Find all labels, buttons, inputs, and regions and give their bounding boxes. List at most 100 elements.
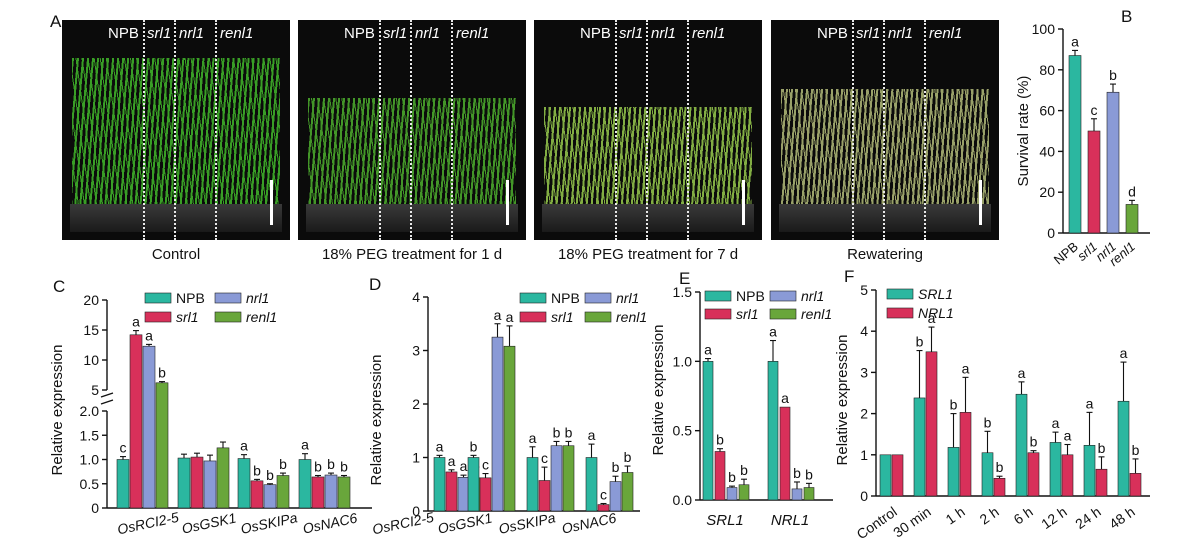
bar-NPB-OsNAC6 — [585, 457, 598, 512]
bar-nrl1-OsGSK1 — [491, 336, 504, 512]
bar-NPB — [1068, 55, 1082, 234]
significance-letter: a — [460, 458, 468, 474]
bar-nrl1-NRL1 — [791, 488, 803, 501]
bar-nrl1-OsRCI2-5 — [457, 476, 470, 512]
legend-srl1-swatch — [144, 311, 172, 323]
plant-tray — [779, 204, 991, 232]
legend-npb-label: NPB — [736, 288, 765, 304]
significance-letter: a — [494, 307, 502, 323]
genotype-label-srl1: srl1 — [619, 25, 644, 42]
y-tick-label: 0 — [1047, 225, 1055, 241]
bar-NPB-OsGSK1 — [177, 457, 191, 509]
x-tick-label-OsRCI2-5: OsRCI2-5 — [371, 509, 435, 538]
bar-nrl1-OsGSK1 — [203, 460, 217, 509]
genotype-label-NPB: NPB — [108, 25, 139, 42]
significance-letter: b — [279, 456, 287, 472]
x-tick-label-SRL1: SRL1 — [706, 512, 744, 529]
significance-letter: a — [301, 437, 309, 453]
significance-letter: b — [793, 465, 801, 481]
bar-renl1-OsSKIPa — [276, 475, 290, 509]
y-tick-label: 0 — [91, 500, 99, 516]
genotype-divider — [615, 20, 617, 240]
bar-nrl1-OsNAC6 — [609, 481, 622, 512]
significance-letter: a — [1086, 395, 1094, 411]
y-tick-label: 4 — [412, 289, 420, 305]
photo-caption: Control — [151, 246, 201, 263]
bar-NRL1-2 h — [993, 477, 1006, 497]
rice-plants — [308, 98, 516, 206]
legend-srl1-swatch — [519, 311, 547, 323]
panel-label-c: C — [53, 277, 65, 296]
bar-NPB-OsGSK1 — [467, 457, 480, 512]
significance-letter: c — [482, 457, 489, 473]
y-tick-label: 1.5 — [80, 427, 100, 443]
x-tick-label-OsGSK1: OsGSK1 — [436, 510, 493, 537]
bar-NRL1-Control — [891, 454, 904, 497]
significance-letter: b — [716, 432, 724, 448]
bar-renl1 — [1125, 204, 1139, 234]
bar-renl1-SRL1 — [738, 484, 750, 501]
bar-SRL1-24 h — [1083, 445, 1096, 497]
x-tick-label-30 min: 30 min — [890, 503, 934, 540]
bar-nrl1 — [1106, 91, 1120, 234]
significance-letter: b — [1109, 67, 1117, 83]
bar-NPB-OsNAC6 — [298, 459, 312, 509]
bar-SRL1-6 h — [1015, 393, 1028, 497]
bar-NRL1-1 h — [959, 412, 972, 497]
significance-letter: b — [950, 397, 958, 413]
legend-srl1-label: SRL1 — [918, 286, 953, 302]
genotype-label-srl1: srl1 — [383, 25, 408, 42]
significance-letter: b — [340, 459, 348, 475]
genotype-label-renl1: renl1 — [692, 25, 726, 42]
bar-NPB-SRL1 — [702, 361, 714, 501]
y-tick-label: 5 — [91, 382, 99, 398]
axis-break-mark — [100, 392, 114, 398]
x-tick-label-OsSKIPa: OsSKIPa — [497, 509, 557, 537]
y-tick-label: 0 — [412, 503, 420, 519]
y-axis-title: Relative expression — [368, 355, 385, 486]
significance-letter: b — [314, 459, 322, 475]
significance-letter: b — [984, 414, 992, 430]
y-tick-label: 3 — [860, 364, 868, 380]
genotype-label-renl1: renl1 — [456, 25, 490, 42]
x-tick-label-6 h: 6 h — [1011, 503, 1036, 527]
legend-nrl1-label: nrl1 — [616, 290, 639, 306]
significance-letter: b — [728, 469, 736, 485]
y-tick-label: 4 — [860, 323, 868, 339]
y-tick-label: 2 — [412, 396, 420, 412]
y-tick-label: 2.0 — [80, 403, 100, 419]
y-tick-label: 1 — [412, 450, 420, 466]
genotype-divider — [410, 20, 412, 240]
significance-letter: d — [1128, 183, 1136, 199]
bar-renl1-NRL1 — [803, 487, 815, 501]
significance-letter: b — [1132, 442, 1140, 458]
photo-1: NPB srl1 nrl1 renl1 — [62, 20, 290, 240]
genotype-label-srl1: srl1 — [147, 25, 172, 42]
x-tick-label-OsRCI2-5: OsRCI2-5 — [116, 509, 180, 538]
x-tick-label-12 h: 12 h — [1038, 503, 1069, 532]
significance-letter: c — [541, 450, 548, 466]
legend-npb-swatch — [704, 290, 732, 302]
y-tick-label: 80 — [1039, 62, 1055, 78]
photo-caption: Rewatering — [847, 246, 923, 263]
bar-renl1-OsGSK1 — [216, 447, 230, 509]
panel-label-a: A — [50, 12, 62, 31]
y-tick-label: 20 — [83, 292, 99, 308]
significance-letter: b — [158, 365, 166, 381]
plant-tray — [306, 204, 518, 232]
significance-letter: b — [553, 424, 561, 440]
bar-SRL1-30 min — [913, 397, 926, 497]
significance-letter: b — [624, 449, 632, 465]
bar-srl1-OsSKIPa — [538, 480, 551, 512]
legend-nrl1-swatch — [214, 292, 242, 304]
photo-caption: 18% PEG treatment for 1 d — [321, 246, 503, 263]
legend-srl1-swatch — [704, 308, 732, 320]
y-tick-label: 15 — [83, 322, 99, 338]
genotype-divider — [883, 20, 885, 240]
bar-srl1-OsRCI2-5 — [129, 334, 143, 509]
significance-letter: a — [769, 324, 777, 340]
bar-srl1-NRL1 — [779, 406, 791, 501]
legend-srl1-swatch — [886, 288, 914, 300]
genotype-label-NPB: NPB — [817, 25, 848, 42]
